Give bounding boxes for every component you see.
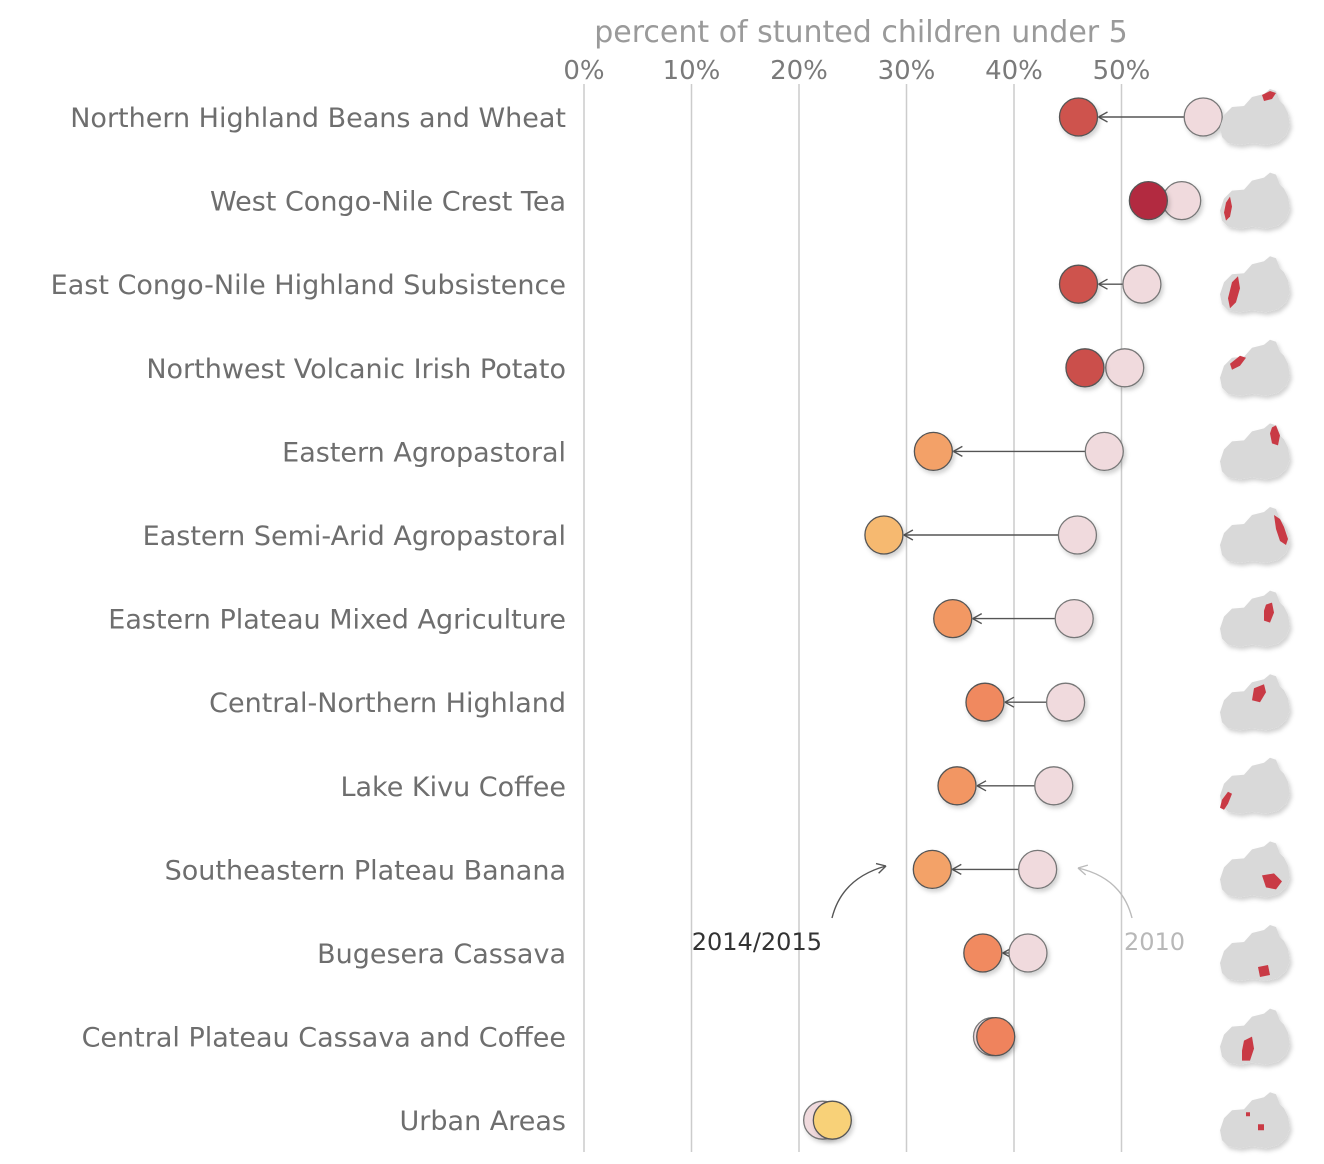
annotations: 2014/2015 2010 [692,862,1185,956]
change-arrows [903,111,1185,959]
x-tick-10: 10% [663,56,721,86]
data-markers [803,97,1223,1140]
axis-title: percent of stunted children under 5 [594,15,1128,50]
marker-2010-northern-highland-beans-and-wheat [1183,97,1223,137]
marker-2014-southeastern-plateau-banana [912,849,952,890]
marker-2010-west-congo-nile-crest-tea [1162,180,1202,221]
marker-2014-eastern-plateau-mixed-agriculture [933,598,973,639]
marker-2010-southeastern-plateau-banana [1018,849,1058,890]
marker-2014-eastern-semi-arid-agropastoral [864,515,904,555]
region-map-southeastern-plateau-banana [1220,841,1290,898]
marker-2014-eastern-agropastoral [913,431,954,472]
marker-2014-northern-highland-beans-and-wheat [1058,97,1099,137]
category-labels: Northern Highland Beans and Wheat West Co… [51,103,566,1137]
region-map-west-congo-nile-crest-tea [1220,172,1290,229]
category-label-central-plateau-cassava-and-coffee: Central Plateau Cassava and Coffee [82,1023,566,1054]
category-label-eastern-plateau-mixed-agriculture: Eastern Plateau Mixed Agriculture [108,605,566,636]
category-label-bugesera-cassava: Bugesera Cassava [317,939,566,970]
region-map-east-congo-nile-highland-subsistence [1220,256,1290,313]
region-map-eastern-semi-arid-agropastoral [1220,507,1290,563]
region-map-urban-areas [1220,1092,1290,1149]
marker-2014-central-plateau-cassava-and-coffee [976,1016,1016,1057]
x-tick-0: 0% [563,56,604,86]
region-map-lake-kivu-coffee [1220,757,1290,814]
region-map-eastern-plateau-mixed-agriculture [1220,590,1290,647]
category-label-eastern-semi-arid-agropastoral: Eastern Semi-Arid Agropastoral [143,521,566,552]
marker-2010-eastern-semi-arid-agropastoral [1057,515,1098,555]
annotation-arrow-2010 [1077,864,1133,919]
marker-2010-bugesera-cassava [1008,933,1048,973]
x-tick-labels: 0% 10% 20% 30% 40% 50% [563,56,1150,86]
marker-2010-eastern-plateau-mixed-agriculture [1054,598,1094,639]
region-maps [1220,89,1290,1149]
marker-2014-urban-areas [812,1100,852,1140]
annotation-2014-2015: 2014/2015 [692,928,822,956]
category-label-northern-highland-beans-and-wheat: Northern Highland Beans and Wheat [70,103,566,134]
x-tick-40: 40% [985,56,1043,86]
marker-2014-central-northern-highland [965,682,1005,722]
x-tick-50: 50% [1093,56,1151,86]
category-label-southeastern-plateau-banana: Southeastern Plateau Banana [165,855,566,886]
category-label-urban-areas: Urban Areas [400,1106,566,1137]
marker-2010-lake-kivu-coffee [1034,766,1074,806]
annotation-arrow-2014-2015 [831,862,887,919]
marker-2014-bugesera-cassava [963,933,1003,973]
region-map-northwest-volcanic-irish-potato [1220,339,1290,396]
marker-2014-lake-kivu-coffee [937,766,977,806]
region-map-central-plateau-cassava-and-coffee [1220,1008,1290,1065]
marker-2010-east-congo-nile-highland-subsistence [1122,264,1162,304]
x-tick-20: 20% [770,56,828,86]
marker-2014-east-congo-nile-highland-subsistence [1058,264,1099,304]
category-label-east-congo-nile-highland-subsistence: East Congo-Nile Highland Subsistence [51,270,566,301]
annotation-2010: 2010 [1124,928,1185,956]
marker-2010-northwest-volcanic-irish-potato [1105,348,1145,388]
category-label-lake-kivu-coffee: Lake Kivu Coffee [340,772,566,803]
marker-2010-eastern-agropastoral [1084,431,1124,472]
region-map-northern-highland-beans-and-wheat [1220,89,1290,145]
x-tick-30: 30% [878,56,936,86]
marker-2010-central-northern-highland [1045,682,1086,722]
marker-2014-northwest-volcanic-irish-potato [1065,348,1105,388]
category-label-central-northern-highland: Central-Northern Highland [209,688,566,719]
region-map-bugesera-cassava [1220,925,1290,981]
category-label-northwest-volcanic-irish-potato: Northwest Volcanic Irish Potato [146,354,566,385]
region-map-eastern-agropastoral [1220,423,1290,480]
region-map-central-northern-highland [1220,674,1290,731]
marker-2014-west-congo-nile-crest-tea [1128,180,1169,221]
category-label-west-congo-nile-crest-tea: West Congo-Nile Crest Tea [210,187,566,218]
category-label-eastern-agropastoral: Eastern Agropastoral [282,437,566,468]
